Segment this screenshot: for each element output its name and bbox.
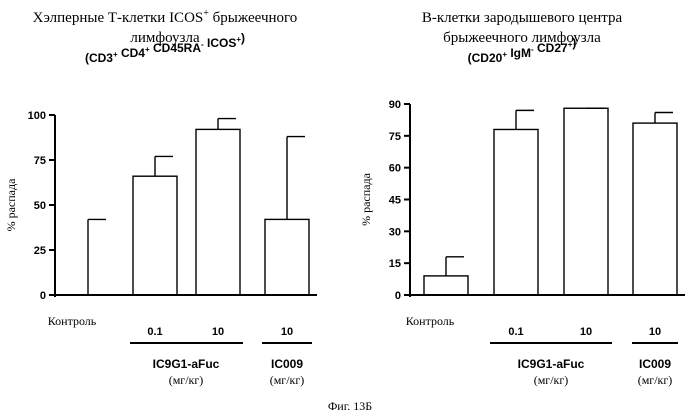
y-tick-label: 50 (34, 200, 46, 212)
y-tick-label: 0 (395, 290, 401, 302)
y-tick-label: 60 (389, 163, 401, 175)
figure-caption: Фиг. 13Б (328, 399, 372, 413)
y-tick-label: 0 (40, 290, 46, 302)
bar (633, 123, 677, 295)
bar (196, 129, 240, 295)
group-unit: (мг/кг) (638, 373, 673, 387)
chart-title-line1: В-клетки зародышевого центра (422, 10, 623, 26)
y-tick-label: 45 (389, 195, 401, 207)
category-label-dose: 10 (212, 326, 224, 338)
bar (564, 108, 608, 295)
group-name: IC009 (639, 357, 671, 371)
category-label-control: Контроль (406, 314, 455, 328)
group-unit: (мг/кг) (270, 373, 305, 387)
bar (265, 219, 309, 295)
y-tick-label: 75 (389, 131, 401, 143)
chart-title-line1: Хэлперные Т-клетки ICOS+ брыжеечного (33, 8, 298, 26)
bar (494, 129, 538, 295)
y-axis-label: % распада (4, 178, 18, 232)
category-label-dose: 0.1 (147, 326, 162, 338)
group-unit: (мг/кг) (534, 373, 569, 387)
group-name: IC009 (271, 357, 303, 371)
right-chart: В-клетки зародышевого центра брыжеечного … (359, 10, 685, 387)
bar (424, 276, 468, 295)
y-tick-label: 15 (389, 258, 401, 270)
group-unit: (мг/кг) (169, 373, 204, 387)
y-tick-label: 30 (389, 226, 401, 238)
category-label-dose: 10 (580, 326, 592, 338)
category-label-dose: 10 (649, 326, 661, 338)
bar (133, 176, 177, 295)
y-tick-label: 100 (28, 110, 46, 122)
category-label-dose: 10 (281, 326, 293, 338)
left-chart: Хэлперные Т-клетки ICOS+ брыжеечноголимф… (4, 8, 317, 387)
y-tick-label: 75 (34, 155, 46, 167)
category-label-control: Контроль (48, 314, 97, 328)
group-name: IC9G1-aFuc (153, 357, 220, 371)
chart-title-line2: брыжеечного лимфоузла (443, 30, 601, 46)
y-tick-label: 25 (34, 245, 46, 257)
category-label-dose: 0.1 (508, 326, 523, 338)
y-tick-label: 90 (389, 99, 401, 111)
group-name: IC9G1-aFuc (518, 357, 585, 371)
y-axis-label: % распада (359, 172, 373, 226)
